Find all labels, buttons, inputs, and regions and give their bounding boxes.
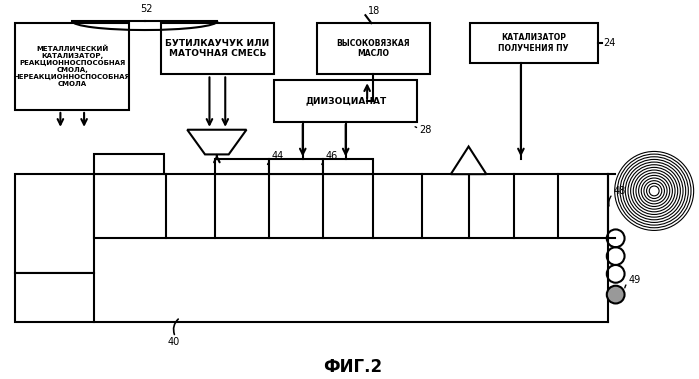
- Text: БУТИЛКАУЧУК ИЛИ
МАТОЧНАЯ СМЕСЬ: БУТИЛКАУЧУК ИЛИ МАТОЧНАЯ СМЕСЬ: [165, 39, 270, 58]
- Circle shape: [607, 286, 625, 304]
- Text: ФИГ.2: ФИГ.2: [324, 358, 382, 376]
- Polygon shape: [451, 147, 487, 174]
- Text: 48: 48: [614, 186, 626, 196]
- Bar: [317, 23, 430, 74]
- Text: 40: 40: [167, 337, 180, 347]
- Bar: [161, 23, 274, 74]
- Text: 24: 24: [603, 38, 615, 48]
- Text: 28: 28: [419, 125, 431, 135]
- Text: ВЫСОКОВЯЗКАЯ
МАСЛО: ВЫСОКОВЯЗКАЯ МАСЛО: [336, 39, 410, 58]
- Bar: [15, 174, 94, 273]
- Text: 52: 52: [140, 4, 153, 14]
- Text: 18: 18: [368, 6, 381, 16]
- Bar: [94, 154, 164, 174]
- FancyArrowPatch shape: [625, 285, 626, 288]
- Text: МЕТАЛЛИЧЕСКИЙ
КАТАЛИЗАТОР,
РЕАКЦИОННОСПОСОБНАЯ
СМОЛА,
НЕРЕАКЦИОННОСПОСОБНАЯ
СМОЛ: МЕТАЛЛИЧЕСКИЙ КАТАЛИЗАТОР, РЕАКЦИОННОСПО…: [14, 46, 131, 88]
- Bar: [15, 23, 129, 110]
- Text: 46: 46: [326, 151, 338, 161]
- Text: 44: 44: [271, 151, 283, 161]
- Bar: [215, 159, 269, 174]
- Bar: [15, 273, 94, 322]
- Bar: [324, 159, 373, 174]
- Bar: [274, 80, 417, 122]
- Bar: [94, 174, 607, 238]
- FancyArrowPatch shape: [609, 196, 611, 206]
- Text: КАТАЛИЗАТОР
ПОЛУЧЕНИЯ ПУ: КАТАЛИЗАТОР ПОЛУЧЕНИЯ ПУ: [498, 33, 569, 53]
- Bar: [470, 23, 598, 63]
- Polygon shape: [187, 130, 247, 154]
- Bar: [269, 159, 324, 174]
- Text: 49: 49: [628, 275, 641, 285]
- Text: ДИИЗОЦИАНАТ: ДИИЗОЦИАНАТ: [305, 97, 387, 106]
- FancyArrowPatch shape: [173, 319, 178, 334]
